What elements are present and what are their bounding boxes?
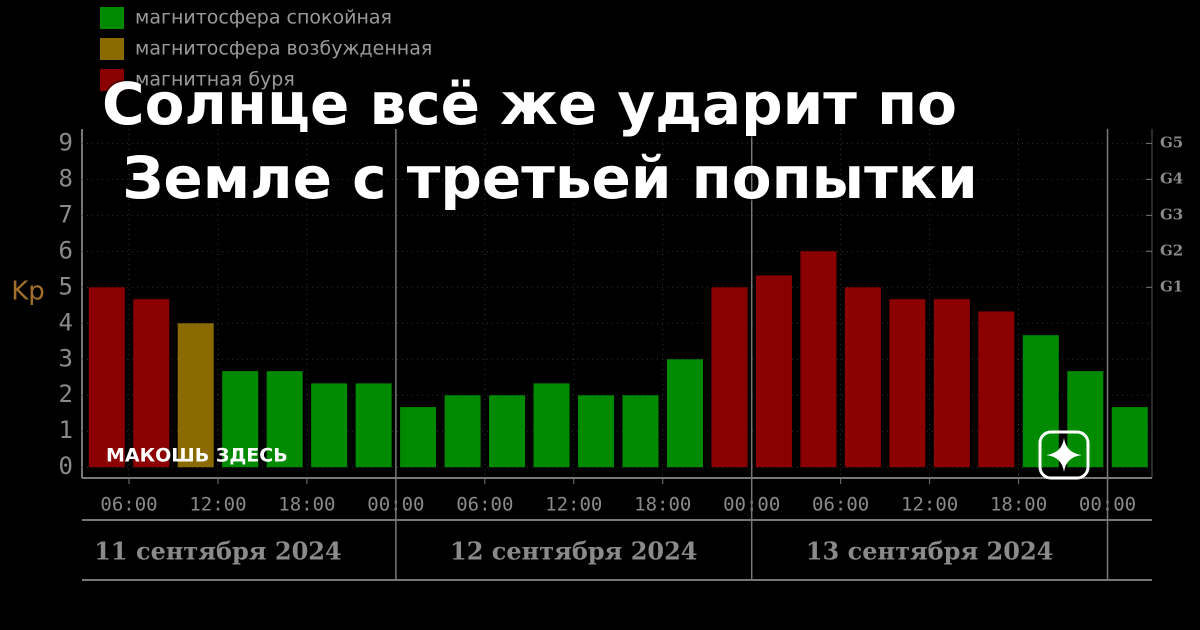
legend-swatch xyxy=(100,69,124,91)
bar xyxy=(444,395,481,468)
headline: Солнце всё же ударит по Земле с третьей … xyxy=(102,70,978,212)
source-label: МАКОШЬ ЗДЕСЬ xyxy=(106,445,288,467)
legend-label: магнитосфера спокойная xyxy=(135,7,392,29)
bar xyxy=(755,275,792,468)
bar xyxy=(1067,371,1104,468)
y2-tick-label: G2 xyxy=(1160,241,1183,259)
bar xyxy=(622,395,659,468)
x-tick-label: 06:00 xyxy=(100,494,157,516)
x-tick-label: 12:00 xyxy=(189,494,246,516)
x-tick-label: 18:00 xyxy=(278,494,335,516)
y2-tick-label: G1 xyxy=(1160,277,1183,295)
bar xyxy=(800,251,837,468)
logo-star xyxy=(1046,438,1082,472)
bar xyxy=(533,383,570,468)
x-tick-label: 12:00 xyxy=(901,494,958,516)
bar xyxy=(222,371,259,468)
bar xyxy=(311,383,348,468)
legend-label: магнитная буря xyxy=(135,69,295,91)
bar xyxy=(711,287,748,468)
legend-label: магнитосфера возбужденная xyxy=(135,38,432,60)
day-label: 11 сентября 2024 xyxy=(94,537,341,566)
x-tick-label: 18:00 xyxy=(990,494,1047,516)
bar xyxy=(666,359,703,468)
y-axis-label: Kp xyxy=(11,277,45,307)
y-tick-label: 5 xyxy=(59,272,73,300)
bar xyxy=(355,383,392,468)
bar xyxy=(889,299,926,468)
logo-frame xyxy=(1038,430,1090,480)
bar xyxy=(844,287,881,468)
bar xyxy=(978,311,1015,468)
logo[interactable] xyxy=(1038,430,1090,480)
x-tick-label: 06:00 xyxy=(456,494,513,516)
bar xyxy=(1111,407,1148,468)
y2-tick-label: G3 xyxy=(1160,205,1183,223)
legend-swatch xyxy=(100,7,124,29)
bar xyxy=(133,299,170,468)
y-tick-label: 2 xyxy=(59,380,73,408)
y-tick-label: 7 xyxy=(59,200,73,228)
x-tick-label: 12:00 xyxy=(545,494,602,516)
bar xyxy=(933,299,970,468)
y-tick-label: 9 xyxy=(59,128,73,156)
y2-tick-label: G4 xyxy=(1160,169,1183,187)
bar xyxy=(177,323,214,468)
y-tick-label: 6 xyxy=(59,236,73,264)
y-tick-label: 4 xyxy=(59,308,73,336)
x-tick-label: 06:00 xyxy=(812,494,869,516)
legend-swatch xyxy=(100,38,124,60)
day-label: 12 сентября 2024 xyxy=(450,537,697,566)
bar xyxy=(266,371,303,468)
y-tick-label: 0 xyxy=(59,452,73,480)
bar xyxy=(489,395,526,468)
y2-tick-label: G5 xyxy=(1160,133,1183,151)
day-label: 13 сентября 2024 xyxy=(806,537,1053,566)
bar xyxy=(578,395,615,468)
x-tick-label: 18:00 xyxy=(634,494,691,516)
y-tick-label: 3 xyxy=(59,344,73,372)
y-tick-label: 8 xyxy=(59,164,73,192)
bar xyxy=(400,407,437,468)
y-tick-label: 1 xyxy=(59,416,73,444)
bar xyxy=(88,287,125,468)
